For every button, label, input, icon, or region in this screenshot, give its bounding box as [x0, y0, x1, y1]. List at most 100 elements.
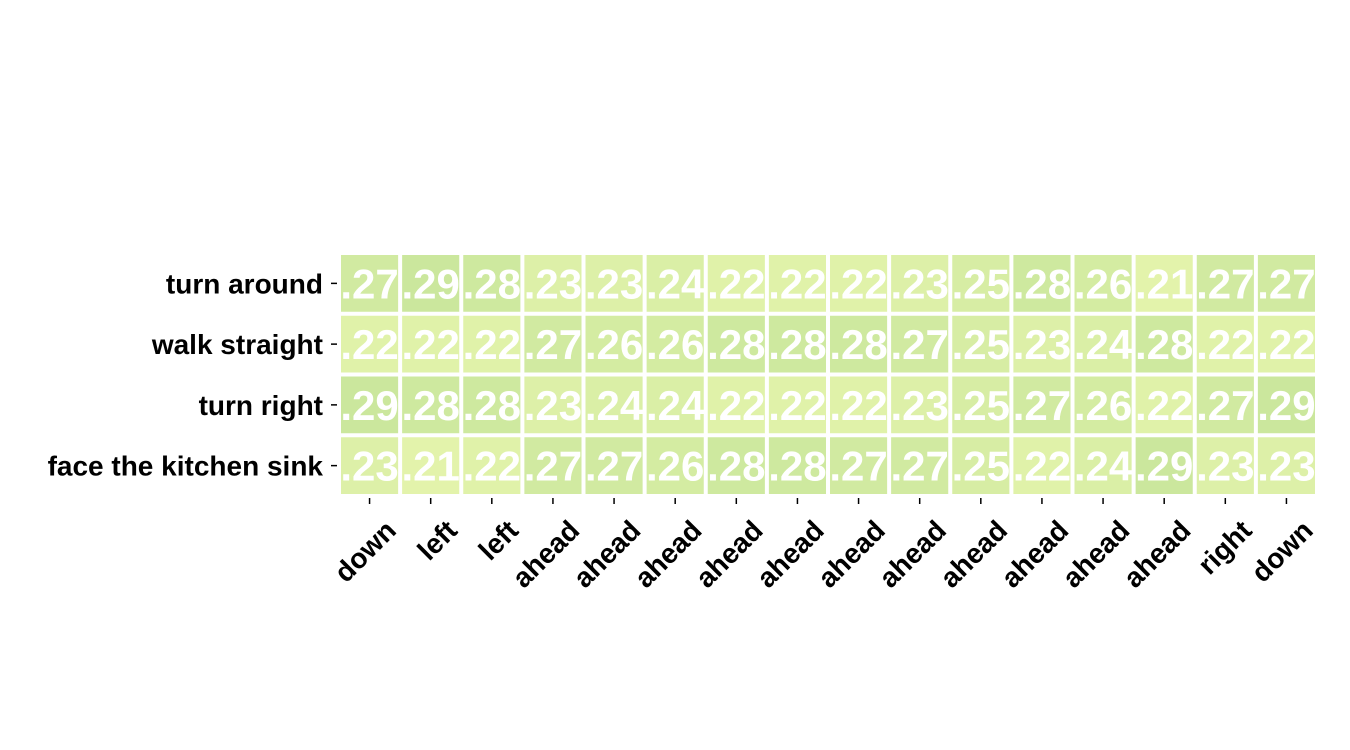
heatmap-cell-rect	[891, 315, 949, 373]
heatmap-cell-rect	[1196, 255, 1254, 312]
cell-value-label: .23	[890, 382, 948, 429]
heatmap-cell-rect	[1135, 255, 1193, 312]
cell-value-label: .22	[401, 321, 459, 368]
cell-value-label: .22	[340, 321, 398, 368]
heatmap-cell: .23	[524, 255, 582, 312]
heatmap-cell-rect	[1257, 376, 1315, 434]
cell-value-label: .22	[829, 260, 887, 307]
cell-value-label: .26	[1074, 260, 1132, 307]
cell-value-label: .28	[768, 443, 826, 490]
heatmap-cell-rect	[1196, 315, 1254, 373]
heatmap-cell: .24	[1074, 315, 1133, 373]
heatmap-cell: .22	[401, 315, 460, 373]
heatmap-cell: .22	[1013, 437, 1071, 494]
heatmap-cells: .27.29.28.23.23.24.22.22.22.23.25.28.26.…	[340, 255, 1316, 494]
cell-value-label: .26	[646, 443, 704, 490]
cell-value-label: .22	[1196, 321, 1254, 368]
heatmap-cell: .26	[646, 437, 704, 494]
heatmap-cell-rect	[1074, 255, 1132, 312]
cell-value-label: .28	[768, 321, 826, 368]
cell-value-label: .29	[1257, 382, 1315, 429]
heatmap-cell: .22	[829, 376, 888, 434]
heatmap-cell: .27	[829, 437, 888, 494]
column-label: ahead	[934, 514, 1013, 593]
heatmap-cell-rect	[585, 255, 643, 312]
cell-value-label: .22	[1257, 321, 1315, 368]
heatmap-cell-rect	[1257, 255, 1315, 312]
heatmap-cell-rect	[341, 255, 399, 312]
cell-value-label: .22	[463, 443, 521, 490]
heatmap-cell: .22	[340, 315, 399, 373]
heatmap-cell-rect	[341, 376, 399, 434]
heatmap-cell-rect	[830, 255, 888, 312]
heatmap-cell: .22	[463, 315, 521, 373]
heatmap-cell-rect	[402, 315, 460, 373]
heatmap-cell-rect	[463, 376, 521, 434]
cell-value-label: .25	[952, 382, 1010, 429]
cell-value-label: .24	[585, 382, 644, 429]
cell-value-label: .21	[401, 443, 459, 490]
cell-value-label: .23	[524, 382, 582, 429]
heatmap-cell-rect	[585, 437, 643, 494]
heatmap-cell-rect	[402, 255, 460, 312]
heatmap-cell: .21	[401, 437, 460, 494]
cell-value-label: .22	[463, 321, 521, 368]
cell-value-label: .23	[1013, 321, 1071, 368]
cell-value-label: .28	[463, 382, 521, 429]
cell-value-label: .24	[1074, 321, 1133, 368]
column-label: down	[1245, 514, 1319, 588]
heatmap-cell: .27	[585, 437, 643, 494]
heatmap-cell: .27	[524, 315, 582, 373]
cell-value-label: .22	[1013, 443, 1071, 490]
heatmap-cell-rect	[463, 437, 521, 494]
cell-value-label: .28	[1135, 321, 1193, 368]
heatmap-cell: .24	[1074, 437, 1133, 494]
heatmap-cell: .27	[1196, 376, 1255, 434]
heatmap-cell: .26	[1074, 255, 1132, 312]
heatmap-cell: .29	[401, 255, 460, 312]
heatmap-cell: .28	[1135, 315, 1193, 373]
heatmap-cell: .24	[646, 255, 705, 312]
column-label: down	[328, 514, 402, 588]
cell-value-label: .27	[524, 443, 582, 490]
cell-value-label: .24	[1074, 443, 1133, 490]
row-label: face the kitchen sink	[48, 451, 324, 482]
cell-value-label: .27	[890, 443, 948, 490]
cell-value-label: .27	[1196, 382, 1254, 429]
heatmap-cell-rect	[830, 376, 888, 434]
heatmap-cell-rect	[768, 315, 826, 373]
heatmap-cell: .25	[952, 376, 1010, 434]
heatmap-cell-rect	[768, 255, 826, 312]
heatmap-cell-rect	[952, 376, 1010, 434]
heatmap-cell-rect	[830, 315, 888, 373]
heatmap-cell: .23	[890, 376, 949, 434]
heatmap-cell-rect	[524, 315, 582, 373]
cell-value-label: .27	[340, 260, 398, 307]
heatmap-cell-rect	[1074, 376, 1132, 434]
cell-value-label: .24	[646, 260, 705, 307]
heatmap-cell: .28	[768, 315, 827, 373]
cell-value-label: .29	[340, 382, 398, 429]
heatmap-cell-rect	[707, 315, 765, 373]
heatmap-cell: .23	[585, 255, 643, 312]
heatmap-cell-rect	[646, 376, 704, 434]
cell-value-label: .28	[829, 321, 887, 368]
heatmap-cell: .22	[768, 376, 827, 434]
column-label: ahead	[873, 514, 952, 593]
column-label: ahead	[1117, 514, 1196, 593]
heatmap-cell: .27	[340, 255, 399, 312]
cell-value-label: .21	[1135, 260, 1193, 307]
cell-value-label: .24	[646, 382, 705, 429]
column-label: ahead	[812, 514, 891, 593]
heatmap-cell: .27	[1196, 255, 1255, 312]
heatmap-cell: .22	[1135, 376, 1193, 434]
cell-value-label: .25	[952, 321, 1010, 368]
cell-value-label: .27	[1196, 260, 1254, 307]
cell-value-label: .29	[1135, 443, 1193, 490]
heatmap-cell: .23	[1257, 437, 1316, 494]
cell-value-label: .26	[1074, 382, 1132, 429]
heatmap-cell: .28	[768, 437, 827, 494]
cell-value-label: .23	[1257, 443, 1315, 490]
cell-value-label: .22	[1135, 382, 1193, 429]
